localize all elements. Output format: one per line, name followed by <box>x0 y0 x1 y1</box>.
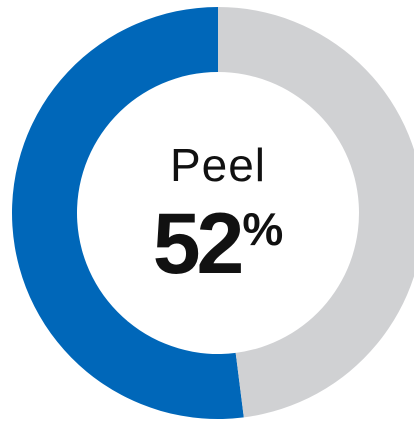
donut-slice-primary <box>12 7 244 419</box>
center-percentage-sign: % <box>242 203 284 255</box>
center-percentage-value: 52 <box>152 196 245 292</box>
donut-slice-remainder <box>218 7 414 418</box>
center-label: Peel 52% <box>120 140 316 312</box>
center-percentage: 52% <box>120 186 316 312</box>
center-category-label: Peel <box>169 139 267 191</box>
